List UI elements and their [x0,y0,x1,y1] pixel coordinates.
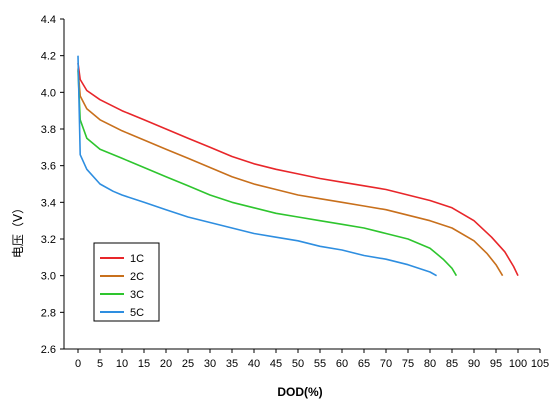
x-tick-label: 105 [531,358,549,370]
x-tick-label: 100 [509,358,527,370]
series-line-1c [77,62,519,277]
y-tick-label: 3.0 [41,271,56,283]
y-tick-label: 3.6 [41,161,56,173]
x-tick-label: 35 [226,358,238,370]
x-tick-label: 20 [160,358,172,370]
x-tick-label: 50 [292,358,304,370]
y-tick-label: 3.2 [41,234,56,246]
x-tick-label: 80 [424,358,436,370]
x-tick-label: 85 [446,358,458,370]
y-tick-label: 2.6 [41,344,56,356]
axes [63,19,540,350]
x-tick-label: 30 [204,358,216,370]
x-axis-title: DOD(%) [277,385,322,399]
x-tick-label: 65 [358,358,370,370]
y-tick-label: 4.0 [41,87,56,99]
legend-label-5c: 5C [130,307,144,319]
legend-label-2c: 2C [130,271,144,283]
x-tick-label: 55 [314,358,326,370]
y-tick-label: 4.2 [41,51,56,63]
legend-box [93,242,160,322]
x-tick-label: 45 [270,358,282,370]
series-line-3c [77,70,458,277]
legend: 1C 2C 3C 5C [93,242,160,322]
legend-label-3c: 3C [130,289,144,301]
x-tick-label: 60 [336,358,348,370]
x-tick-label: 15 [138,358,150,370]
series-lines [77,55,519,277]
x-tick-label: 40 [248,358,260,370]
x-tick-label: 75 [402,358,414,370]
x-tick-label: 70 [380,358,392,370]
x-tick-label: 5 [97,358,103,370]
y-tick-label: 2.8 [41,307,56,319]
series-line-2c [77,68,504,277]
x-tick-label: 90 [468,358,480,370]
series-line-5c [77,55,437,277]
x-tick-label: 95 [490,358,502,370]
y-axis-title: 电压（V） [11,202,25,258]
legend-label-1c: 1C [130,253,144,265]
x-tick-label: 10 [116,358,128,370]
y-tick-label: 3.8 [41,124,56,136]
y-axis-ticks: 2.6 2.8 3.0 3.2 3.4 3.6 3.8 4.0 4.2 4.4 [41,14,64,356]
y-tick-label: 4.4 [41,14,56,26]
x-axis-ticks: 0 5 10 15 20 25 30 35 40 45 50 55 60 65 70 75 80 85 90 95 10… [75,349,549,370]
x-tick-label: 25 [182,358,194,370]
x-tick-label: 0 [75,358,81,370]
y-tick-label: 3.4 [41,197,56,209]
